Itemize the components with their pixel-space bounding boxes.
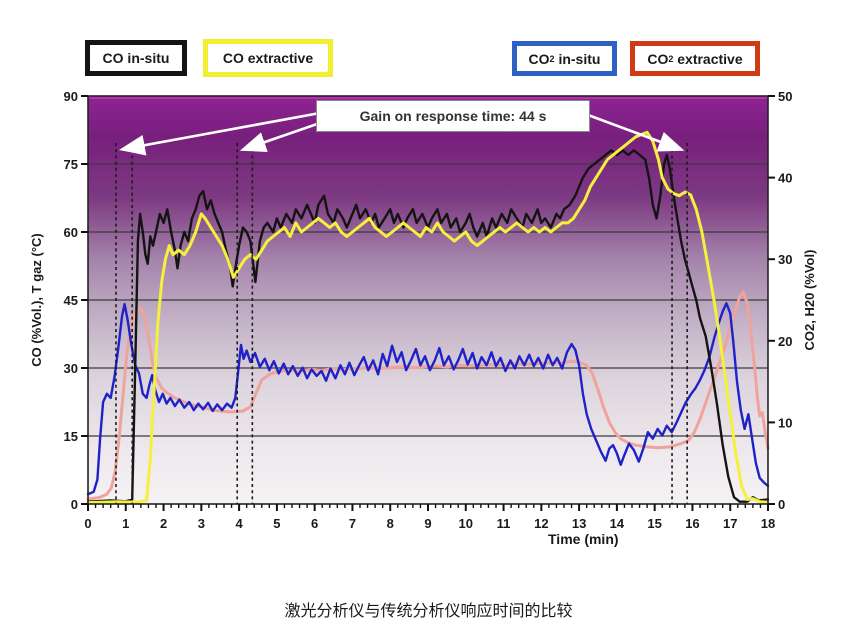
legend-co2-insitu-rest: in-situ [554,50,601,67]
x-tick-label: 2 [160,516,167,531]
y-right-tick-label: 20 [778,334,792,349]
y-right-tick-label: 40 [778,171,792,186]
series-line-co-in-situ [86,149,770,503]
x-tick-label: 11 [497,516,511,531]
legend-co-extractive-label: CO [222,50,244,66]
y-right-tick-label: 10 [778,415,792,430]
legend-co-insitu-label: CO [102,50,124,66]
x-tick-label: 9 [424,516,431,531]
y-left-tick-label: 60 [64,225,78,240]
x-tick-label: 14 [610,516,625,531]
x-tick-label: 17 [723,516,737,531]
y-axis-label-left: CO (%Vol.), T gaz (°C) [29,233,44,367]
x-tick-label: 0 [84,516,91,531]
y-left-tick-label: 0 [71,497,78,512]
series-line-co2-in-situ [86,302,770,496]
legend-co-extractive-rest: extractive [243,50,314,66]
legend-co2-extractive-sub: 2 [668,53,674,64]
legend-co-extractive: CO extractive [203,39,333,77]
annotation-arrow [587,113,685,152]
x-tick-label: 5 [273,516,280,531]
legend-co-insitu-rest: in-situ [123,50,170,66]
legend-co2-insitu-sub: 2 [549,53,555,64]
figure-caption: 激光分析仪与传统分析仪响应时间的比较 [284,603,573,620]
y-left-tick-label: 90 [64,89,78,104]
y-left-tick-label: 30 [64,361,78,376]
series-line-co-extractive [86,130,770,505]
x-tick-label: 1 [122,516,129,531]
y-right-tick-label: 30 [778,252,792,267]
x-tick-label: 8 [387,516,394,531]
annotation-box: Gain on response time: 44 s [316,100,590,132]
legend-co2-insitu: CO 2 in-situ [512,41,617,76]
x-axis-label: Time (min) [548,531,619,547]
legend-co2-insitu-label: CO [528,50,550,67]
y-left-tick-label: 45 [64,293,78,308]
y-left-tick-label: 15 [64,429,78,444]
x-tick-label: 3 [198,516,205,531]
x-tick-label: 10 [459,516,473,531]
x-tick-label: 12 [534,516,548,531]
annotation-text: Gain on response time: 44 s [359,108,547,124]
annotation-arrow [239,121,321,153]
legend-co2-extractive-rest: extractive [673,50,743,67]
x-tick-label: 13 [572,516,586,531]
legend-co2-extractive-label: CO [647,50,669,67]
y-left-tick-label: 75 [64,157,78,172]
legend-co-insitu: CO in-situ [85,40,187,76]
series-line-co2-extractive [86,290,770,501]
x-tick-label: 7 [349,516,356,531]
x-tick-label: 15 [647,516,661,531]
x-tick-label: 16 [685,516,699,531]
x-tick-label: 4 [235,516,243,531]
x-tick-label: 6 [311,516,318,531]
x-tick-label: 18 [761,516,775,531]
y-axis-label-right: CO2, H20 (%Vol) [802,249,817,351]
y-right-tick-label: 0 [778,497,785,512]
legend-co2-extractive: CO 2 extractive [630,41,760,76]
annotation-arrow [118,111,321,156]
y-right-tick-label: 50 [778,89,792,104]
